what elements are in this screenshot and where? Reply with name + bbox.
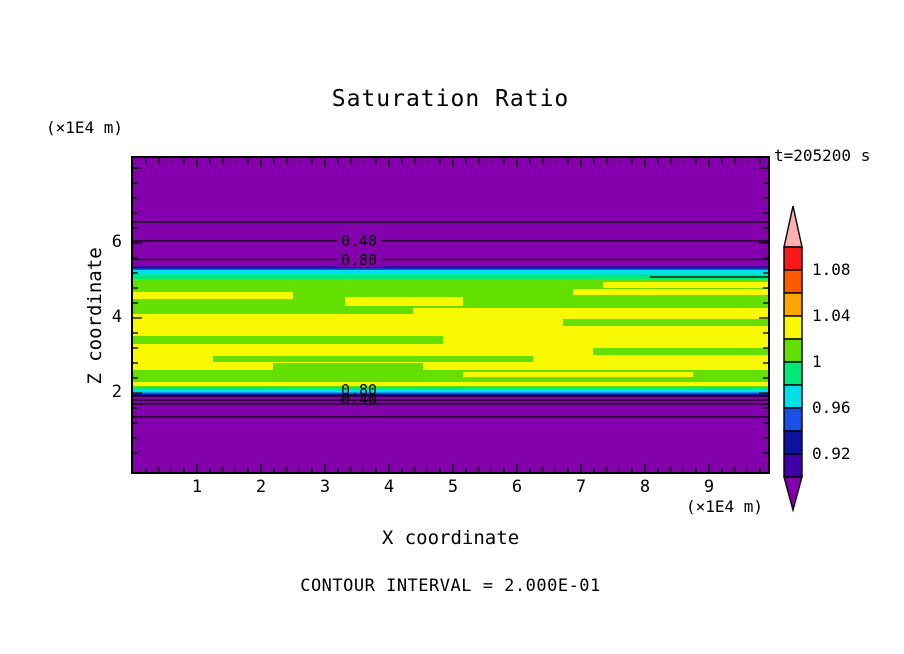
y-axis-unit-label: (×1E4 m) [46, 118, 124, 137]
colorbar-cell [783, 453, 803, 478]
contour-band-navy [133, 266, 768, 269]
contour-label: 0.80 [341, 251, 377, 269]
contour-band-cyan [133, 270, 768, 275]
contour-band-cyan [133, 389, 768, 393]
contour-streak-yellow [133, 382, 768, 386]
colorbar-arrow-bottom [783, 476, 803, 513]
contour-interval-note: CONTOUR INTERVAL = 2.000E-01 [300, 576, 601, 596]
contour-streak-chartreuse [563, 319, 768, 326]
contour-streak-yellow [423, 363, 768, 370]
colorbar [783, 205, 803, 513]
contour-streak-yellow [573, 289, 768, 295]
colorbar-value-label: 1.04 [812, 306, 851, 325]
contour-plot-svg: 0.400.800.800.40 [133, 158, 768, 472]
plot-title: Saturation Ratio [331, 86, 570, 112]
x-tick-label: 6 [511, 477, 523, 497]
contour-streak-yellow [463, 372, 693, 377]
contour-label: 0.40 [341, 390, 377, 408]
x-axis-unit-label: (×1E4 m) [686, 497, 764, 516]
colorbar-value-label: 0.92 [812, 444, 851, 463]
contour-band-blue [133, 392, 768, 394]
x-tick-label: 1 [191, 477, 203, 497]
colorbar-cell [783, 246, 803, 271]
colorbar-value-label: 1 [812, 352, 822, 371]
colorbar-value-label: 0.96 [812, 398, 851, 417]
contour-streak-yellow [133, 363, 273, 370]
colorbar-cell [783, 384, 803, 409]
x-tick-label: 5 [447, 477, 459, 497]
contour-streak-yellow [603, 282, 768, 288]
colorbar-cell [783, 292, 803, 317]
x-tick-label: 8 [639, 477, 651, 497]
contour-band-navy [133, 394, 768, 396]
contour-band-springgreen [133, 387, 768, 390]
colorbar-cell [783, 361, 803, 386]
contour-streak-yellow [133, 292, 293, 299]
x-tick-label: 9 [703, 477, 715, 497]
x-tick-label: 3 [319, 477, 331, 497]
x-tick-label: 2 [255, 477, 267, 497]
contour-label-bg [337, 234, 381, 248]
x-axis-title: X coordinate [381, 527, 520, 549]
y-tick-label: 4 [111, 307, 122, 327]
y-tick-label: 6 [111, 232, 122, 252]
contour-label: 0.80 [341, 381, 377, 399]
contour-streak-chartreuse [593, 348, 768, 355]
contour-band-blue [133, 268, 768, 270]
colorbar-cell [783, 430, 803, 455]
colorbar-cell [783, 269, 803, 294]
colorbar-value-label: 1.08 [812, 260, 851, 279]
contour-label: 0.40 [341, 232, 377, 250]
contour-streak-chartreuse [133, 308, 413, 314]
contour-streak-chartreuse [213, 356, 533, 362]
timestamp-label: t=205200 s [774, 146, 871, 165]
colorbar-cell [783, 338, 803, 363]
contour-label-bg [337, 253, 381, 267]
contour-band-springgreen [133, 274, 768, 279]
contour-streak-yellow [345, 297, 463, 306]
plot-area: 0.40 0.80 0.80 0.40 [131, 156, 770, 474]
colorbar-cell [783, 315, 803, 340]
x-tick-label: 4 [383, 477, 395, 497]
y-tick-label: 2 [111, 382, 122, 402]
colorbar-arrow-top [783, 205, 803, 248]
colorbar-cell [783, 407, 803, 432]
x-tick-label: 7 [575, 477, 587, 497]
contour-streak-chartreuse [133, 336, 443, 344]
